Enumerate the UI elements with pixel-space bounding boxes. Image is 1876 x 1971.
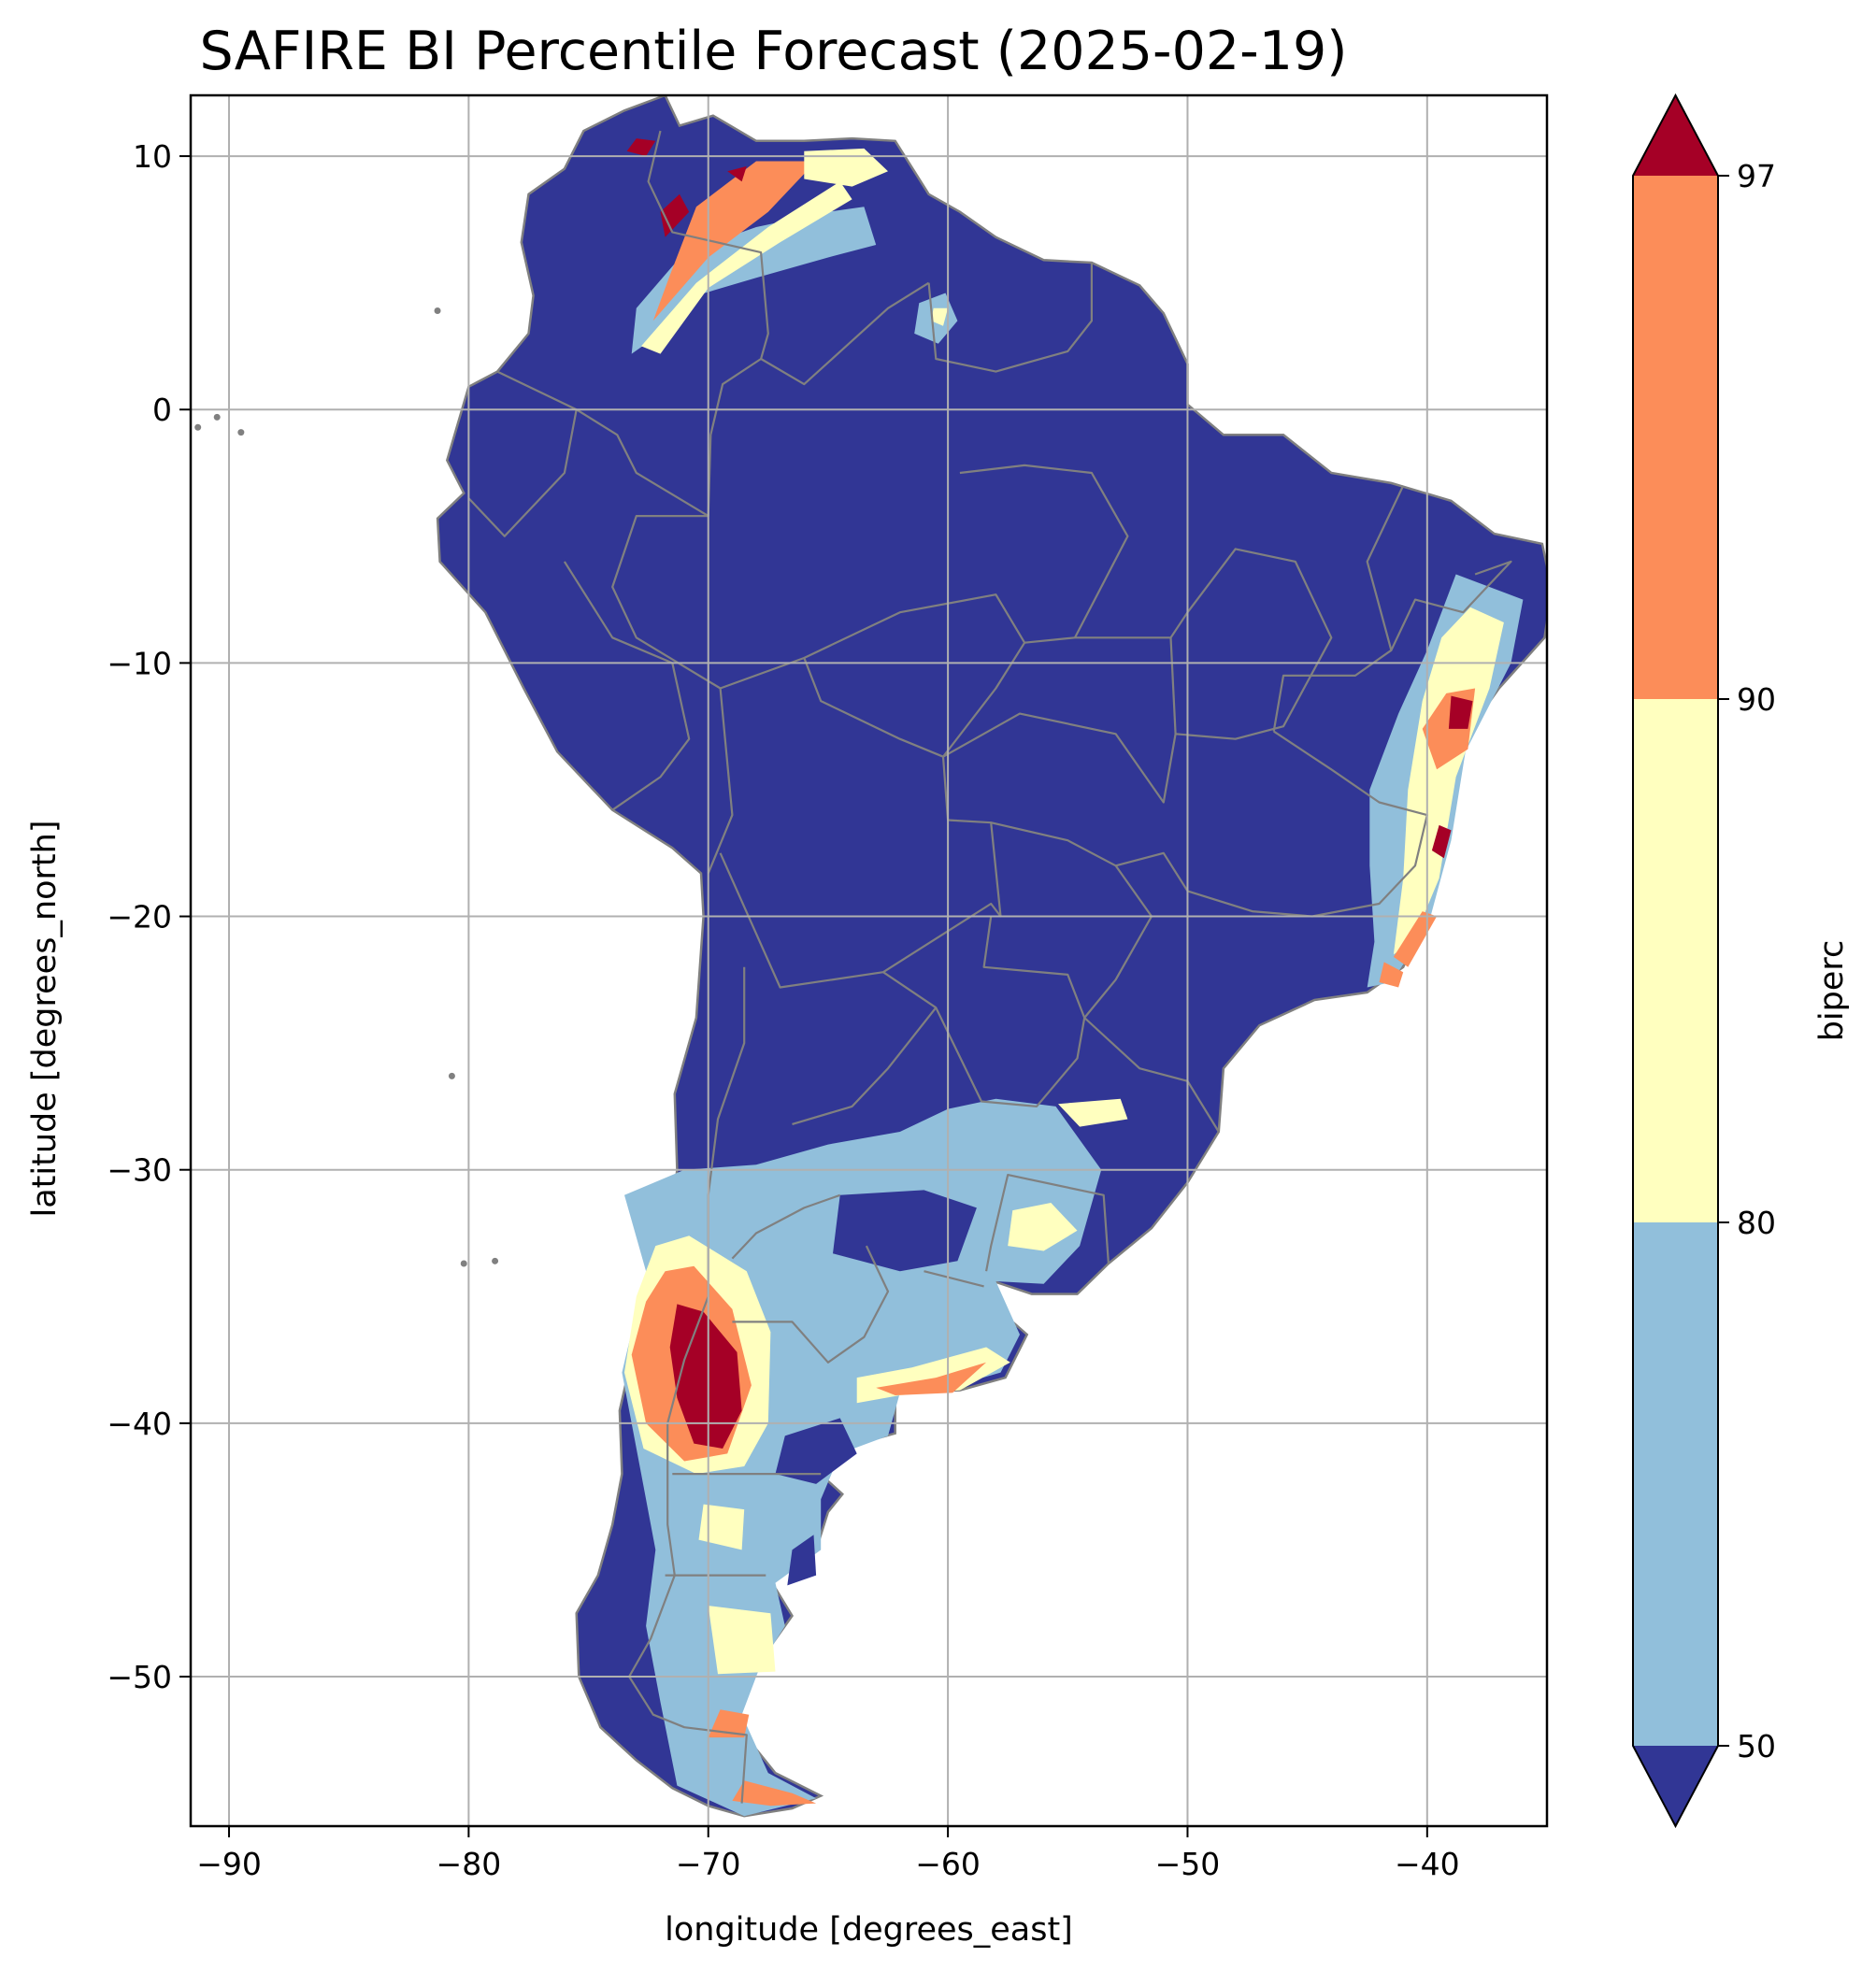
- y-tick-label: 10: [133, 138, 172, 175]
- admin-boundary: [1024, 611, 1189, 644]
- colorbar-extend-max: [1633, 95, 1718, 176]
- heat-region-llanos: [641, 181, 852, 354]
- island: [492, 1257, 499, 1264]
- admin-boundary: [1115, 730, 1428, 918]
- island: [194, 423, 202, 431]
- colorbar-extend-min: [1633, 1746, 1718, 1826]
- x-tick-label: −50: [1155, 1846, 1221, 1882]
- admin-boundary: [985, 1173, 1110, 1272]
- heat-region-uruguay: [1008, 1203, 1078, 1251]
- y-tick-label: −50: [107, 1659, 172, 1695]
- admin-boundary: [1390, 560, 1512, 651]
- y-tick-label: −20: [107, 899, 172, 936]
- heat-region-ne-brazil: [1431, 824, 1452, 859]
- heat-region-patagonia: [787, 1535, 817, 1586]
- y-axis-label: latitude [degrees_north]: [26, 820, 64, 1218]
- plot-frame: [189, 93, 1549, 1828]
- admin-boundary: [1169, 548, 1333, 740]
- admin-boundary: [990, 821, 1117, 867]
- heat-region-llanos: [631, 207, 877, 354]
- heat-region-ne-brazil: [1393, 911, 1438, 967]
- admin-boundary: [942, 712, 1177, 804]
- admin-boundary: [731, 1193, 841, 1260]
- island: [213, 413, 221, 421]
- admin-boundary: [959, 464, 1129, 638]
- colorbar-tick-label: 80: [1737, 1205, 1776, 1241]
- heat-region-patagonia: [698, 1504, 745, 1550]
- island: [460, 1260, 467, 1267]
- colorbar-tick-label: 90: [1737, 681, 1776, 718]
- colorbar-label: biperc: [1813, 939, 1851, 1042]
- island: [237, 429, 245, 436]
- colorbar-tick-label: 50: [1737, 1728, 1776, 1764]
- colorbar-segment: [1633, 1222, 1718, 1746]
- heat-region-venezuela-coast: [804, 148, 888, 187]
- chart-title: SAFIRE BI Percentile Forecast (2025-02-1…: [199, 21, 1348, 82]
- island: [434, 307, 441, 314]
- x-tick-label: −40: [1395, 1846, 1460, 1882]
- admin-boundary: [719, 656, 1002, 989]
- admin-boundary: [563, 561, 691, 811]
- heat-region-ne-brazil: [1379, 962, 1404, 988]
- heat-region-tierra-del-fuego: [732, 1780, 817, 1807]
- y-tick-label: −30: [107, 1152, 172, 1189]
- x-tick-label: −60: [915, 1846, 981, 1882]
- heat-region-roraima: [931, 307, 949, 326]
- heat-region-rio-grande: [1058, 1098, 1128, 1127]
- x-axis-label: longitude [degrees_east]: [665, 1911, 1073, 1949]
- y-tick-label: −10: [107, 645, 172, 681]
- admin-boundary: [647, 130, 769, 360]
- map-layer: [194, 95, 1547, 1818]
- heat-region-ne-brazil: [1448, 695, 1473, 729]
- y-tick-label: −40: [107, 1406, 172, 1442]
- heat-region-ne-brazil: [1393, 607, 1504, 955]
- admin-boundary: [882, 916, 1086, 1108]
- y-axis: 10 0 −10 −20 −30 −40 −50: [107, 138, 191, 1695]
- colorbar-tick-label: 97: [1737, 158, 1776, 194]
- colorbar-segment: [1633, 176, 1718, 699]
- gridlines: [191, 95, 1547, 1826]
- heat-region-pampas-core: [775, 1418, 857, 1484]
- heat-region-llanos: [652, 161, 817, 321]
- heat-region-llanos: [727, 165, 747, 182]
- admin-boundary: [927, 263, 1094, 373]
- x-tick-label: −90: [196, 1846, 262, 1882]
- admin-boundary: [732, 1245, 890, 1364]
- heat-region-pampas-core: [833, 1190, 977, 1272]
- heat-region-buenos-aires: [876, 1362, 987, 1395]
- x-tick-label: −80: [437, 1846, 502, 1882]
- x-axis: −90 −80 −70 −60 −50 −40: [196, 1826, 1460, 1882]
- colorbar-segment: [1633, 699, 1718, 1222]
- admin-boundary: [803, 593, 1026, 758]
- colorbar: 50 80 90 97: [1632, 93, 1776, 1829]
- admin-boundary: [467, 408, 578, 537]
- y-tick-label: 0: [152, 392, 172, 428]
- admin-boundary: [792, 1007, 938, 1125]
- heat-region-patagonia: [708, 1606, 776, 1675]
- admin-boundary: [496, 370, 709, 518]
- heat-region-neuquen: [669, 1304, 742, 1449]
- admin-boundary: [627, 966, 748, 1804]
- heat-region-llanos: [626, 138, 656, 157]
- admin-boundary: [924, 1270, 984, 1288]
- heat-region-llanos: [660, 193, 690, 237]
- island: [448, 1072, 455, 1079]
- x-tick-label: −70: [676, 1846, 741, 1882]
